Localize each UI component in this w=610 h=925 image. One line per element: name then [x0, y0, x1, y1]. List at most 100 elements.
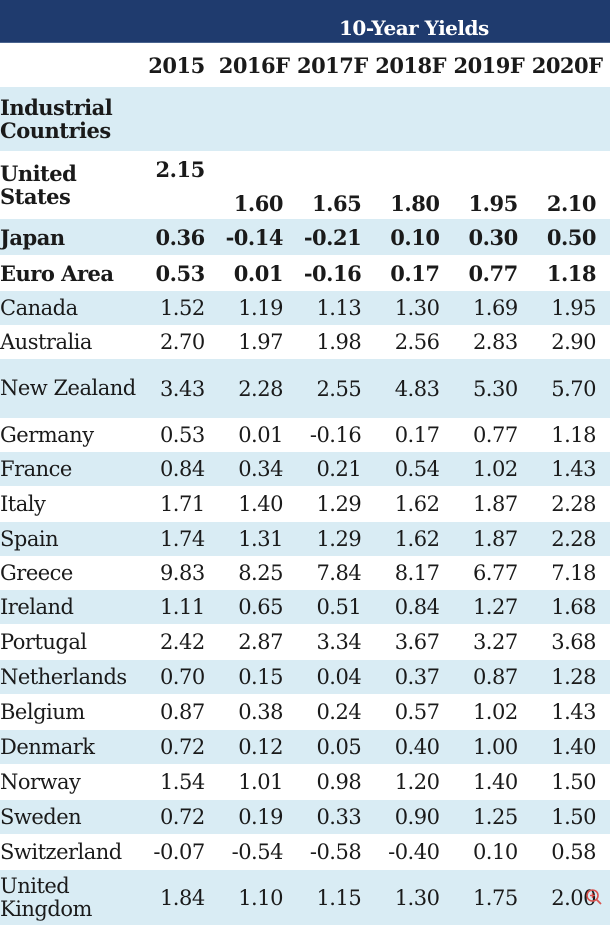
yield-cell: 9.83: [159, 561, 205, 585]
yield-cell: -0.16: [309, 423, 362, 447]
yield-cell: 1.95: [531, 291, 610, 325]
yield-cell: 2.42: [159, 630, 205, 654]
column-header: 2016F: [218, 52, 290, 78]
table-row: Denmark 0.72 0.12 0.05 0.40 1.00 1.40: [0, 730, 610, 764]
yield-cell: 0.65: [218, 590, 297, 624]
yield-cell: 1.97: [238, 330, 283, 354]
yield-cell: 2.55: [296, 359, 376, 418]
yield-cell: 7.84: [316, 561, 362, 585]
header-row: 2015 2016F 2017F 2018F 2019F 2020F: [0, 43, 610, 87]
table-row: Euro Area 0.53 0.01 -0.16 0.17 0.77 1.18: [0, 255, 610, 291]
yield-cell: 0.12: [218, 730, 297, 764]
yield-cell: 0.77: [468, 260, 519, 286]
yield-cell: 1.30: [375, 291, 454, 325]
yield-cell: 1.01: [238, 770, 283, 794]
table-row: United Kingdom 1.84 1.10 1.15 1.30 1.75 2.00: [0, 870, 610, 925]
yield-cell: 0.36: [140, 219, 219, 255]
yield-cell: 1.71: [159, 492, 205, 516]
table-row: Germany 0.53 0.01 -0.16 0.17 0.77 1.18: [0, 418, 610, 452]
yield-cell: 0.04: [296, 660, 376, 694]
row-label: Norway: [0, 769, 81, 794]
row-label: Denmark: [0, 730, 141, 764]
yield-cell: 1.02: [453, 452, 532, 486]
yield-cell: 3.27: [472, 630, 518, 654]
row-label: Japan: [0, 219, 141, 255]
row-label: Euro Area: [0, 260, 114, 286]
yield-cell: 0.87: [453, 660, 532, 694]
table-row: New Zealand 3.43 2.28 2.55 4.83 5.30 5.70: [0, 359, 610, 418]
column-header: 2015: [148, 52, 205, 78]
yield-cell: 0.01: [233, 260, 284, 286]
row-label: Australia: [0, 329, 92, 354]
column-header: 2018F: [375, 52, 447, 78]
yield-cell: 0.01: [238, 423, 283, 447]
row-label: Netherlands: [0, 660, 141, 694]
table-row: Switzerland -0.07 -0.54 -0.58 -0.40 0.10 0.58: [0, 834, 610, 870]
country-column-header: [0, 43, 140, 87]
yield-cell: 0.53: [155, 260, 206, 286]
yield-cell: 1.65: [312, 191, 362, 216]
yield-cell: 1.68: [531, 590, 610, 624]
yield-cell: 3.34: [316, 630, 362, 654]
yield-cell: 0.10: [472, 840, 518, 864]
yield-cell: 1.02: [472, 700, 518, 724]
row-label: Sweden: [0, 800, 141, 834]
yield-cell: [375, 87, 454, 151]
table-row: United States 2.15 1.60 1.65 1.80 1.95 2.10: [0, 151, 610, 219]
yield-cell: 0.57: [394, 700, 440, 724]
yield-cell: -0.58: [309, 840, 362, 864]
yield-cell: 1.95: [468, 191, 519, 216]
yield-cell: 3.67: [394, 630, 440, 654]
yield-cell: 1.25: [453, 800, 532, 834]
table-row: Greece 9.83 8.25 7.84 8.17 6.77 7.18: [0, 556, 610, 590]
yield-cell: 0.87: [159, 700, 205, 724]
yield-cell: 2.15: [155, 157, 206, 182]
yield-cell: 1.80: [390, 191, 440, 216]
yield-cell: 3.43: [140, 359, 219, 418]
yield-cell: 0.37: [375, 660, 454, 694]
yield-cell: 0.53: [159, 423, 205, 447]
yield-cell: 2.70: [159, 330, 205, 354]
yield-cell: 0.33: [296, 800, 376, 834]
row-label: Germany: [0, 422, 94, 447]
yield-cell: 1.28: [531, 660, 610, 694]
yield-cell: 0.54: [375, 452, 454, 486]
yield-cell: 0.72: [140, 730, 219, 764]
yield-cell: 1.10: [218, 870, 297, 925]
yield-cell: 0.98: [316, 770, 362, 794]
yield-cell: 1.31: [218, 522, 297, 556]
yield-cell: 0.84: [140, 452, 219, 486]
row-label: United States: [0, 161, 77, 209]
yield-cell: 1.30: [375, 870, 454, 925]
yield-cell: -0.07: [153, 840, 205, 864]
yield-cell: -0.16: [303, 260, 362, 286]
yield-cell: 1.40: [531, 730, 610, 764]
row-label: France: [0, 452, 141, 486]
row-label: Greece: [0, 560, 73, 585]
yield-cell: 1.15: [296, 870, 376, 925]
yield-cell: 0.17: [390, 260, 440, 286]
yield-cell: 3.68: [551, 630, 596, 654]
yields-table: 2015 2016F 2017F 2018F 2019F 2020F Indus…: [0, 43, 610, 925]
yield-cell: -0.40: [388, 840, 440, 864]
yield-cell: 0.38: [238, 700, 283, 724]
yield-cell: 0.90: [375, 800, 454, 834]
table-row: Canada 1.52 1.19 1.13 1.30 1.69 1.95: [0, 291, 610, 325]
yield-cell: 5.30: [453, 359, 532, 418]
column-header: 2017F: [296, 52, 368, 78]
yield-cell: 1.40: [472, 770, 518, 794]
yield-cell: 1.29: [316, 492, 362, 516]
yield-cell: 0.05: [296, 730, 376, 764]
yield-cell: 7.18: [551, 561, 596, 585]
yield-cell: 0.58: [551, 840, 596, 864]
yield-cell: 8.17: [394, 561, 440, 585]
yield-cell: 1.84: [140, 870, 219, 925]
yield-cell: 1.50: [551, 770, 596, 794]
zoom-in-icon[interactable]: [585, 888, 603, 906]
yield-cell: 5.70: [531, 359, 610, 418]
yield-cell: 1.62: [375, 522, 454, 556]
table-row: Spain 1.74 1.31 1.29 1.62 1.87 2.28: [0, 522, 610, 556]
yield-cell: 1.75: [453, 870, 532, 925]
table-row: Italy 1.71 1.40 1.29 1.62 1.87 2.28: [0, 486, 610, 522]
row-label: Canada: [0, 291, 141, 325]
